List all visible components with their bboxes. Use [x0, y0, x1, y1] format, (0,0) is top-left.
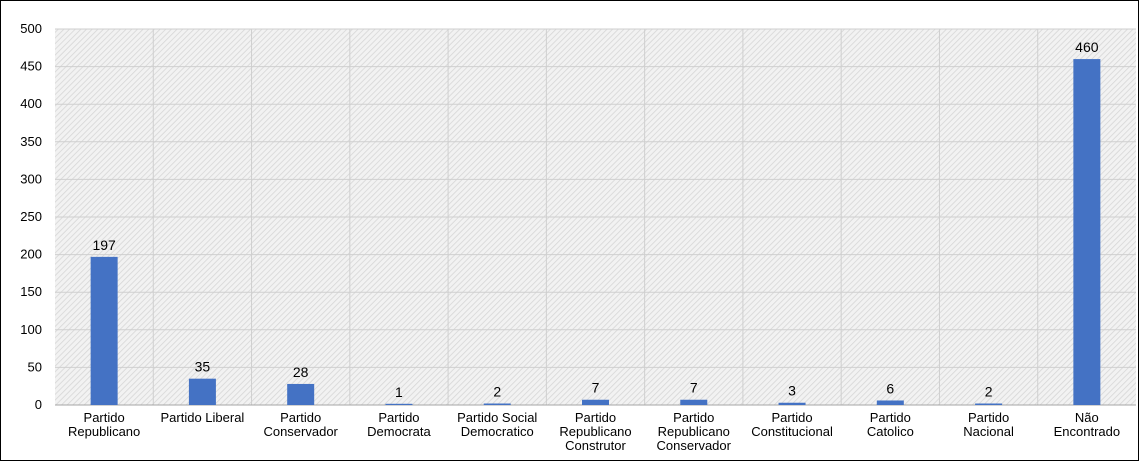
category-label: Partido Republicano Construtor	[559, 410, 631, 453]
category-label: Partido Catolico	[867, 410, 914, 439]
data-label: 460	[1075, 39, 1099, 55]
bar	[975, 403, 1003, 405]
y-tick-label: 200	[20, 247, 42, 262]
bar-layer	[90, 59, 1101, 406]
bar	[1073, 59, 1101, 406]
y-tick-label: 400	[20, 96, 42, 111]
data-label: 7	[690, 380, 698, 396]
y-tick-label: 500	[20, 21, 42, 36]
bar	[778, 402, 806, 405]
category-label: Partido Republicano	[68, 410, 140, 439]
category-label: Partido Nacional	[963, 410, 1014, 439]
data-label: 3	[788, 383, 796, 399]
bar	[582, 399, 609, 405]
category-label: Não Encontrado	[1054, 410, 1121, 439]
y-tick-label: 450	[20, 59, 42, 74]
data-label: 2	[985, 383, 993, 399]
data-label: 7	[592, 380, 600, 396]
bar	[90, 256, 118, 405]
data-label: 1	[395, 384, 403, 400]
bar	[876, 400, 904, 405]
category-label: Partido Liberal	[160, 410, 244, 425]
data-label: 6	[886, 380, 894, 396]
y-tick-label: 350	[20, 134, 42, 149]
y-tick-label: 300	[20, 171, 42, 186]
axis-layer: 0 50 100 150 200 250 300 350 400 450 500	[20, 21, 1136, 412]
category-label: Partido Conservador	[263, 410, 338, 439]
category-label: Partido Democrata	[367, 410, 431, 439]
y-tick-label: 150	[20, 284, 42, 299]
y-tick-label: 250	[20, 209, 42, 224]
y-tick-label: 50	[28, 359, 42, 374]
grid-layer	[55, 28, 1136, 405]
bar	[680, 399, 708, 405]
y-tick-label: 0	[35, 397, 42, 412]
category-label: Partido Republicano Conservador	[657, 410, 732, 453]
bar	[188, 378, 216, 405]
data-label: 28	[293, 364, 309, 380]
bar	[483, 403, 511, 405]
label-layer: 197 Partido Republicano 35 Partido Liberal 28…	[68, 39, 1120, 453]
data-label: 2	[493, 383, 501, 399]
bar	[385, 403, 413, 405]
y-tick-label: 100	[20, 322, 42, 337]
data-label: 197	[92, 237, 116, 253]
category-label: Partido Constitucional	[751, 410, 833, 439]
bar	[287, 383, 315, 405]
category-label: Partido Social Democratico	[457, 410, 537, 439]
data-label: 35	[195, 359, 211, 375]
